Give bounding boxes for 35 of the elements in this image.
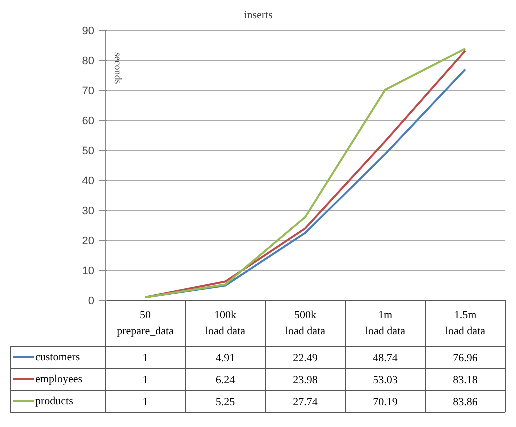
y-tick-label: 10 — [82, 266, 95, 278]
data-label: 70.19 — [373, 396, 398, 408]
data-label: 6.24 — [216, 374, 236, 386]
data-label: 27.74 — [293, 396, 318, 408]
y-tick-label: 0 — [88, 296, 95, 308]
x-tick-label: 500k load data — [285, 309, 326, 338]
data-label: 1 — [142, 396, 148, 408]
legend-label: employees — [36, 374, 83, 386]
data-label: 1 — [142, 352, 148, 364]
data-label: 48.74 — [373, 352, 398, 364]
x-tick-label: 1.5m load data — [445, 309, 486, 338]
data-label: 23.98 — [293, 374, 318, 386]
legend-label: customers — [36, 352, 80, 364]
data-label: 1 — [142, 374, 148, 386]
data-label: 5.25 — [216, 396, 236, 408]
y-tick-label: 30 — [82, 206, 95, 218]
data-label: 22.49 — [293, 352, 318, 364]
y-tick-label: 60 — [82, 116, 95, 128]
data-label: 83.86 — [453, 396, 478, 408]
data-label: 4.91 — [216, 352, 236, 364]
y-tick-label: 70 — [82, 86, 95, 98]
x-tick-label: 1m load data — [365, 309, 406, 338]
chart-title: inserts — [244, 10, 273, 22]
x-tick-label: 100k load data — [205, 309, 246, 338]
data-label: 83.18 — [453, 374, 478, 386]
x-tick-label: 50 prepare_data — [117, 309, 174, 338]
y-tick-label: 50 — [82, 146, 95, 158]
y-tick-label: 90 — [82, 26, 95, 38]
y-tick-label: 40 — [82, 176, 95, 188]
y-tick-label: 20 — [82, 236, 95, 248]
data-label: 76.96 — [453, 352, 478, 364]
data-label: 53.03 — [373, 374, 398, 386]
legend-label: products — [36, 396, 74, 408]
y-axis-title: seconds — [112, 52, 123, 84]
y-tick-label: 80 — [82, 56, 95, 68]
